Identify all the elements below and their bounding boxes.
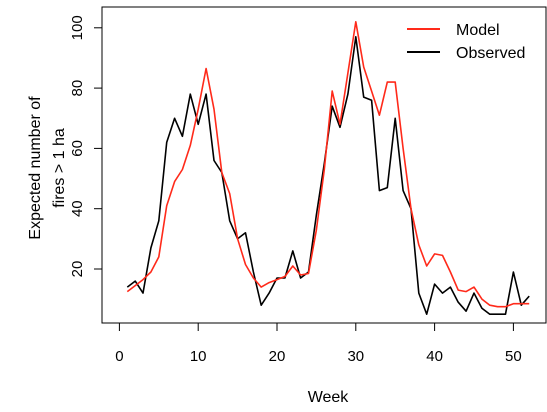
y-tick-label: 40 <box>69 200 86 217</box>
x-axis-title: Week <box>308 389 350 406</box>
y-axis: 20 40 60 80 100 <box>69 15 103 278</box>
y-axis-title-line-1: Expected number of <box>27 96 44 240</box>
y-tick-label: 100 <box>69 15 86 40</box>
x-tick-label: 40 <box>426 348 443 365</box>
x-tick-label: 20 <box>269 348 286 365</box>
x-tick-label: 10 <box>190 348 207 365</box>
y-axis-title-line-2: fires > 1 ha <box>51 128 68 208</box>
x-tick-label: 50 <box>505 348 522 365</box>
y-tick-label: 60 <box>69 140 86 157</box>
y-axis-title: Expected number of fires > 1 ha <box>27 96 68 240</box>
x-tick-label: 0 <box>115 348 123 365</box>
series-line-observed <box>126 35 530 316</box>
legend: Model Observed <box>407 22 525 62</box>
y-tick-label: 20 <box>69 261 86 278</box>
legend-label-model: Model <box>456 22 500 39</box>
x-tick-label: 30 <box>347 348 364 365</box>
series-layer <box>126 20 530 316</box>
x-axis: 0 10 20 30 40 50 <box>115 322 522 365</box>
legend-label-observed: Observed <box>456 45 525 62</box>
series-line-model <box>126 20 530 308</box>
y-tick-label: 80 <box>69 80 86 97</box>
